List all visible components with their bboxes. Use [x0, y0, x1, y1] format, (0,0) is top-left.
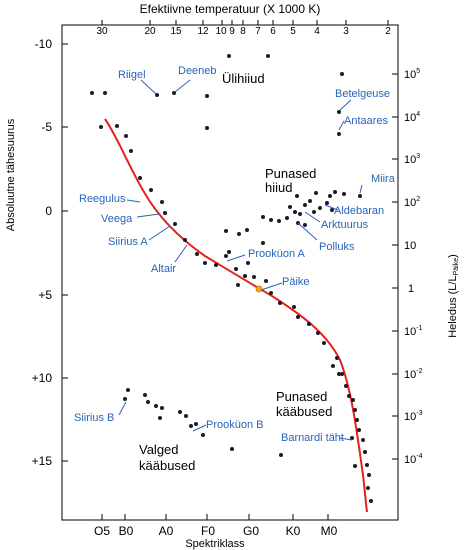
region-red-dwarfs-line2: kääbused	[276, 404, 332, 419]
left-tick-plus15: +15	[32, 454, 53, 468]
top-tick-6: 6	[270, 26, 276, 37]
star-field	[90, 54, 373, 503]
label-pollux: Polluks	[319, 241, 355, 253]
plot-frame	[61, 24, 399, 521]
label-procyon-a: Prooküon A	[248, 248, 306, 260]
label-leaders	[118, 79, 363, 441]
label-vega: Veega	[101, 213, 133, 225]
right-tick-1e-3: 10-3	[404, 410, 423, 423]
bottom-tick-m0: M0	[321, 524, 338, 538]
bottom-tick-b0: B0	[119, 524, 134, 538]
label-sirius-b: Siirius B	[74, 412, 114, 424]
right-tick-1e-1: 10-1	[404, 325, 423, 338]
region-red-giants-line2: hiiud	[265, 180, 292, 195]
region-white-dwarfs-line2: kääbused	[139, 458, 195, 473]
top-tick-2: 2	[385, 26, 391, 37]
top-tick-4: 4	[314, 26, 320, 37]
top-tick-7: 7	[255, 26, 261, 37]
right-tick-1e4: 104	[404, 111, 420, 124]
right-axis-ticks	[392, 73, 398, 460]
main-sequence-curve	[104, 118, 368, 513]
top-tick-20: 20	[144, 26, 156, 37]
sun-marker	[255, 285, 263, 293]
right-tick-1: 1	[408, 283, 414, 295]
label-sirius-a: Siirius A	[108, 236, 148, 248]
left-tick-minus10: -10	[35, 37, 53, 51]
region-red-giants-line1: Punased	[265, 166, 316, 181]
label-barnard: Barnardi täht	[281, 432, 344, 444]
top-tick-3: 3	[343, 26, 349, 37]
bottom-tick-k0: K0	[286, 524, 301, 538]
label-sun: Päike	[282, 276, 310, 288]
right-tick-1e-4: 10-4	[404, 453, 423, 466]
label-deneb: Deeneb	[178, 65, 217, 77]
bottom-tick-o5: O5	[94, 524, 110, 538]
left-tick-plus5: +5	[38, 288, 52, 302]
bottom-tick-f0: F0	[201, 524, 215, 538]
bottom-tick-a0: A0	[159, 524, 174, 538]
region-supergiants: Ülihiiud	[222, 71, 265, 86]
region-white-dwarfs-line1: Valged	[139, 442, 179, 457]
top-tick-9: 9	[229, 26, 235, 37]
top-tick-10: 10	[215, 26, 227, 37]
bottom-axis-title: Spektriklass	[185, 538, 245, 550]
left-axis-ticks	[62, 43, 68, 462]
right-axis-title: Heledus (L/LPäike)	[447, 254, 460, 338]
label-regulus: Reegulus	[79, 193, 126, 205]
top-axis-ticks	[101, 20, 389, 25]
bottom-tick-g0: G0	[243, 524, 259, 538]
label-aldebaran: Aldebaran	[334, 205, 384, 217]
left-tick-0: 0	[45, 204, 52, 218]
label-antares: Antaares	[344, 115, 389, 127]
left-tick-plus10: +10	[32, 371, 53, 385]
right-tick-1e-2: 10-2	[404, 368, 423, 381]
right-tick-1e5: 105	[404, 68, 420, 81]
top-tick-8: 8	[240, 26, 246, 37]
label-arcturus: Arktuurus	[321, 219, 369, 231]
label-altair: Altair	[151, 263, 176, 275]
label-miira: Miira	[371, 173, 396, 185]
bottom-axis-ticks	[101, 514, 329, 520]
label-betelgeuse: Betelgeuse	[335, 88, 390, 100]
top-axis-title: Efektiivne temperatuur (X 1000 K)	[140, 2, 321, 16]
label-procyon-b: Prooküon B	[206, 419, 263, 431]
top-tick-30: 30	[96, 26, 108, 37]
left-axis-title: Absoluutne tähesuurus	[5, 118, 17, 231]
label-rigel: Riigel	[118, 69, 146, 81]
right-tick-1e2: 102	[404, 196, 420, 209]
region-red-dwarfs-line1: Punased	[276, 389, 327, 404]
left-tick-minus5: -5	[41, 120, 52, 134]
top-tick-12: 12	[197, 26, 209, 37]
top-tick-15: 15	[170, 26, 182, 37]
top-tick-5: 5	[290, 26, 296, 37]
right-tick-10: 10	[404, 240, 416, 252]
right-tick-1e3: 103	[404, 153, 420, 166]
